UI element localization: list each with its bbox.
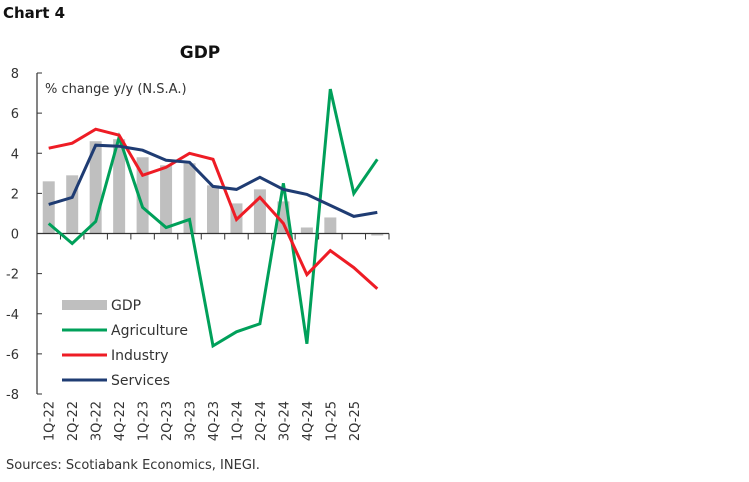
gdp-bar (42, 181, 55, 234)
x-tick-label: 4Q-23 (207, 401, 222, 441)
y-tick-label: 2 (11, 187, 19, 202)
gdp-bar (300, 227, 313, 234)
x-tick-label: 1Q-23 (137, 401, 152, 441)
y-tick-label: -2 (6, 268, 19, 283)
legend-label-agriculture: Agriculture (111, 323, 188, 339)
y-tick-label: 6 (11, 107, 19, 122)
x-tick-label: 1Q-22 (43, 401, 58, 441)
x-tick-label: 2Q-22 (66, 401, 81, 441)
gdp-bar (66, 175, 79, 234)
gdp-bar (136, 157, 149, 234)
x-tick-label: 4Q-22 (113, 401, 128, 441)
gdp-bar (160, 165, 173, 234)
y-tick-label: 0 (11, 228, 19, 243)
series-line-industry (48, 127, 379, 290)
y-tick-label: 4 (11, 147, 19, 162)
x-tick-label: 3Q-22 (90, 401, 105, 441)
series-line-services (48, 143, 378, 218)
legend-label-gdp: GDP (111, 298, 141, 314)
chart-number-label: Chart 4 (3, 4, 66, 22)
legend-swatch-gdp (62, 300, 107, 310)
x-tick-label: 2Q-25 (348, 401, 363, 441)
y-tick-label: -4 (6, 308, 19, 323)
y-axis-label: % change y/y (N.S.A.) (45, 82, 187, 97)
gdp-bar (324, 217, 337, 234)
gdp-bar (207, 185, 219, 234)
gdp-bar (183, 163, 196, 234)
x-tick-label: 3Q-24 (277, 401, 292, 441)
y-tick-label: 8 (11, 67, 19, 82)
y-tick-label: -8 (6, 388, 19, 403)
legend-label-industry: Industry (111, 348, 169, 364)
x-tick-label: 2Q-23 (160, 401, 175, 441)
gdp-bar (113, 139, 126, 234)
series-line-agriculture (47, 88, 379, 349)
x-tick-label: 4Q-24 (301, 401, 316, 441)
sources-note: Sources: Scotiabank Economics, INEGI. (6, 458, 260, 473)
y-tick-label: -6 (6, 348, 19, 363)
x-tick-label: 1Q-24 (230, 401, 245, 441)
x-tick-label: 2Q-24 (254, 401, 269, 441)
gdp-bar (371, 233, 384, 236)
x-tick-label: 3Q-23 (184, 401, 199, 441)
legend-label-services: Services (111, 373, 170, 389)
chart-title: GDP (180, 43, 221, 63)
x-tick-label: 1Q-25 (324, 401, 339, 441)
